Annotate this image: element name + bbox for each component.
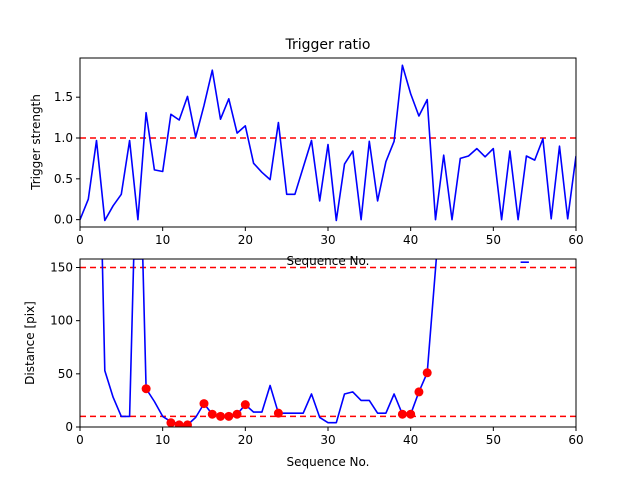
y-axis-label: Trigger strength xyxy=(29,94,43,191)
data-point xyxy=(414,387,424,397)
trigger-ratio-panel: Trigger ratio Trigger strength Sequence … xyxy=(29,37,584,268)
x-tick-label: 20 xyxy=(238,233,253,247)
data-point xyxy=(174,420,184,427)
x-axis-label: Sequence No. xyxy=(287,254,370,268)
y-tick-label: 50 xyxy=(58,367,73,381)
x-tick-label: 30 xyxy=(320,433,335,447)
data-point xyxy=(397,409,407,419)
data-line xyxy=(80,64,576,222)
plot-area xyxy=(80,64,576,222)
x-tick-label: 50 xyxy=(486,433,501,447)
x-tick-label: 40 xyxy=(403,233,418,247)
data-line xyxy=(101,259,438,426)
x-tick-label: 10 xyxy=(155,433,170,447)
x-axis-label: Sequence No. xyxy=(287,455,370,469)
data-point xyxy=(182,420,192,427)
y-tick-label: 0.0 xyxy=(54,213,73,227)
axis-ticks: 0 10 20 30 40 50 60 0.0 0.5 1.0 1.5 xyxy=(54,90,584,247)
plot-area xyxy=(80,259,576,427)
y-tick-label: 150 xyxy=(50,261,73,275)
plot-frame xyxy=(79,57,577,228)
distance-panel: Distance [pix] Sequence No. 0 10 20 30 40 50 6… xyxy=(23,258,584,469)
data-point xyxy=(422,368,432,378)
x-tick-label: 0 xyxy=(76,233,84,247)
x-tick-label: 0 xyxy=(76,433,84,447)
x-tick-label: 50 xyxy=(486,233,501,247)
x-tick-label: 20 xyxy=(238,433,253,447)
axis-ticks: 0 10 20 30 40 50 60 0 50 100 150 xyxy=(50,261,584,447)
plot-frame xyxy=(79,258,577,428)
x-tick-label: 10 xyxy=(155,233,170,247)
data-point xyxy=(273,408,283,418)
y-tick-label: 100 xyxy=(50,314,73,328)
y-axis-label: Distance [pix] xyxy=(23,301,37,385)
data-point xyxy=(406,409,416,419)
y-tick-label: 1.0 xyxy=(54,131,73,145)
data-point xyxy=(141,384,151,394)
data-point xyxy=(199,399,209,409)
data-point xyxy=(207,409,217,419)
data-point xyxy=(166,418,176,427)
data-point xyxy=(232,409,242,419)
x-tick-label: 40 xyxy=(403,433,418,447)
x-tick-label: 60 xyxy=(568,233,583,247)
y-tick-label: 0.5 xyxy=(54,172,73,186)
data-point xyxy=(240,400,250,410)
data-point xyxy=(216,411,226,421)
y-tick-label: 1.5 xyxy=(54,90,73,104)
x-tick-label: 60 xyxy=(568,433,583,447)
y-tick-label: 0 xyxy=(65,420,73,434)
chart-title: Trigger ratio xyxy=(284,37,370,53)
data-point xyxy=(224,411,234,421)
x-tick-label: 30 xyxy=(320,233,335,247)
